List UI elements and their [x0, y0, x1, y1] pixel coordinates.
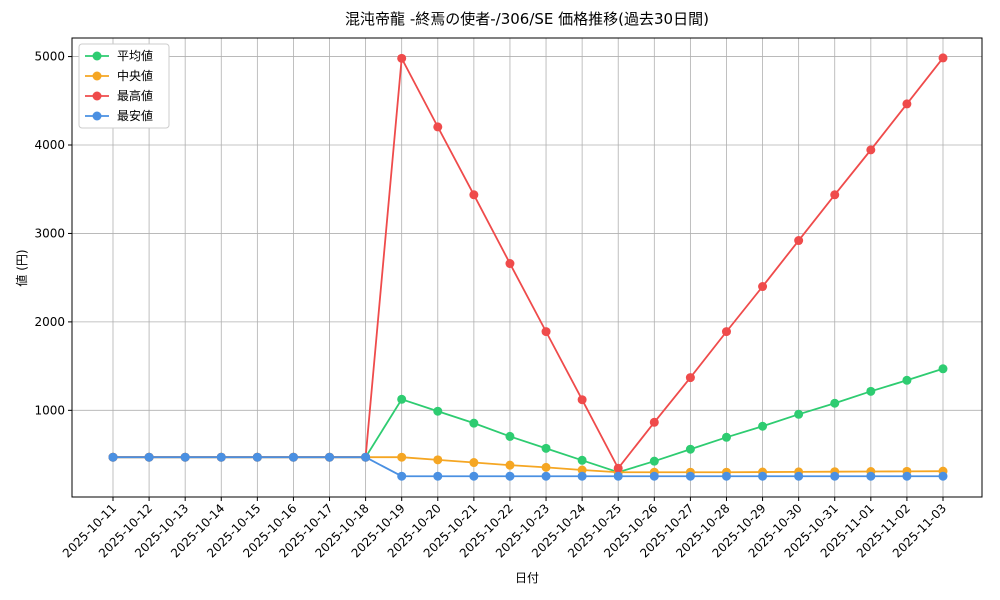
data-point	[938, 53, 948, 63]
data-point	[685, 444, 695, 454]
data-point	[577, 455, 587, 465]
data-point	[577, 471, 587, 481]
data-point	[361, 452, 371, 462]
legend-marker	[92, 91, 102, 101]
data-point	[108, 452, 118, 462]
y-tick-label: 3000	[34, 226, 65, 240]
plot-frame	[71, 37, 983, 498]
data-point	[288, 452, 298, 462]
data-point	[902, 375, 912, 385]
data-point	[794, 236, 804, 246]
data-point	[649, 456, 659, 466]
legend-label: 最安値	[117, 108, 153, 123]
data-point	[613, 463, 623, 473]
data-point	[252, 452, 262, 462]
data-point	[902, 471, 912, 481]
data-point	[397, 471, 407, 481]
data-point	[794, 409, 804, 419]
data-point	[794, 471, 804, 481]
data-point	[830, 190, 840, 200]
data-point	[180, 452, 190, 462]
chart-title: 混沌帝龍 -終焉の使者-/306/SE 価格推移(過去30日間)	[345, 10, 709, 28]
series-line	[113, 456, 943, 478]
data-point	[216, 452, 226, 462]
data-point	[469, 471, 479, 481]
data-point	[433, 455, 443, 465]
data-point	[649, 417, 659, 427]
data-point	[433, 122, 443, 132]
legend-marker	[92, 51, 102, 61]
data-point	[902, 99, 912, 109]
y-tick-label: 2000	[34, 315, 65, 329]
data-point	[830, 398, 840, 408]
data-point	[541, 327, 551, 337]
data-point	[541, 471, 551, 481]
legend-marker	[92, 111, 102, 121]
data-point	[397, 452, 407, 462]
data-point	[721, 432, 731, 442]
series-line	[113, 55, 944, 470]
data-point	[758, 471, 768, 481]
data-point	[469, 458, 479, 468]
data-point	[758, 282, 768, 292]
data-point	[577, 395, 587, 405]
data-point	[505, 460, 515, 470]
y-axis-label: 値 (円)	[14, 249, 29, 286]
y-tick-label: 1000	[34, 403, 65, 417]
data-point	[685, 373, 695, 383]
data-point	[541, 462, 551, 472]
series-line	[113, 456, 944, 474]
data-point	[866, 471, 876, 481]
data-point	[433, 471, 443, 481]
data-point	[721, 327, 731, 337]
data-point	[577, 465, 587, 475]
data-point	[938, 364, 948, 374]
data-point	[144, 452, 154, 462]
data-point	[649, 471, 659, 481]
data-point	[938, 471, 948, 481]
data-point	[758, 421, 768, 431]
data-point	[325, 452, 335, 462]
data-point	[505, 259, 515, 269]
legend-label: 平均値	[117, 48, 153, 63]
data-point	[469, 418, 479, 428]
data-point	[613, 471, 623, 481]
data-point	[541, 443, 551, 453]
data-point	[721, 471, 731, 481]
data-point	[830, 471, 840, 481]
x-axis-label: 日付	[515, 571, 539, 585]
data-point	[469, 190, 479, 200]
legend-label: 中央値	[117, 68, 153, 83]
legend-marker	[92, 71, 102, 81]
data-point	[433, 406, 443, 416]
data-point	[397, 53, 407, 63]
data-point	[866, 145, 876, 155]
data-point	[505, 431, 515, 441]
legend-box	[78, 43, 170, 129]
y-tick-label: 5000	[34, 50, 65, 64]
legend-label: 最高値	[117, 88, 153, 103]
data-point	[505, 471, 515, 481]
data-point	[397, 394, 407, 404]
data-point	[685, 471, 695, 481]
y-tick-label: 4000	[34, 138, 65, 152]
data-point	[866, 386, 876, 396]
